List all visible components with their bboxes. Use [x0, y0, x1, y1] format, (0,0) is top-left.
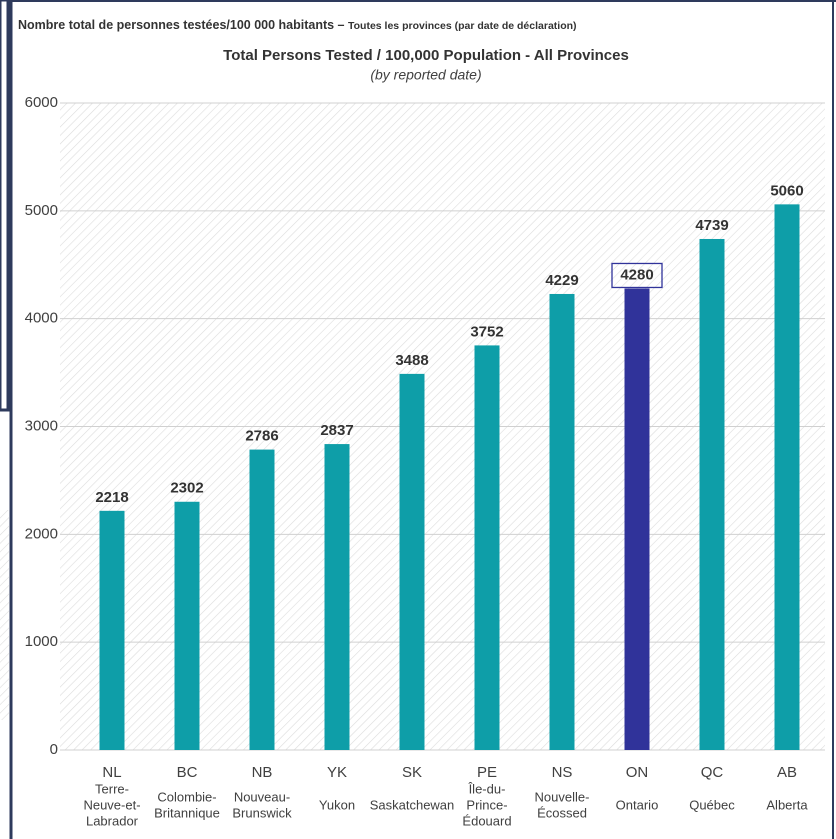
x-sublabel: Terre-: [95, 781, 129, 796]
window-frame: [0, 0, 10, 412]
x-sublabel: Labrador: [86, 813, 139, 828]
x-tick-label: BC: [177, 764, 198, 781]
y-tick-label: 0: [50, 741, 58, 758]
value-label: 2218: [95, 489, 128, 506]
x-sublabel: Saskatchewan: [370, 797, 455, 812]
y-tick-label: 1000: [25, 633, 58, 650]
x-tick-label: ON: [626, 764, 649, 781]
x-sublabel: Île-du-: [468, 781, 506, 796]
bar: [249, 449, 275, 750]
x-tick-label: SK: [402, 764, 422, 781]
x-tick-label: NB: [252, 764, 273, 781]
x-tick-label: NL: [102, 764, 121, 781]
x-sublabel: Colombie-: [157, 789, 216, 804]
x-sublabel: Ontario: [616, 797, 659, 812]
bar: [474, 345, 500, 750]
x-tick-label: YK: [327, 764, 347, 781]
value-label: 5060: [770, 182, 803, 199]
value-label: 2302: [170, 480, 203, 497]
x-tick-label: AB: [777, 764, 797, 781]
x-tick-label: PE: [477, 764, 497, 781]
x-sublabel: Québec: [689, 797, 735, 812]
title-fr: Nombre total de personnes testées/100 00…: [18, 18, 577, 32]
value-label: 2837: [320, 422, 353, 439]
x-sublabel: Brunswick: [232, 805, 292, 820]
bar: [699, 238, 725, 750]
x-sublabel: Écossed: [537, 805, 587, 820]
x-tick-label: QC: [701, 764, 724, 781]
x-sublabel: Nouveau-: [234, 789, 290, 804]
bar: [399, 373, 425, 750]
value-label: 4739: [695, 217, 728, 234]
chart-subtitle: (by reported date): [370, 67, 481, 83]
x-sublabel: Britannique: [154, 805, 220, 820]
bar: [324, 444, 350, 750]
y-tick-label: 6000: [25, 94, 58, 111]
chart-title: Total Persons Tested / 100,000 Populatio…: [223, 47, 629, 64]
x-sublabel: Alberta: [766, 797, 808, 812]
y-tick-label: 3000: [25, 417, 58, 434]
y-tick-label: 2000: [25, 525, 58, 542]
x-sublabel: Yukon: [319, 797, 355, 812]
value-label: 4229: [545, 272, 578, 289]
value-label: 4280: [620, 266, 653, 283]
value-label: 3488: [395, 352, 428, 369]
bar: [174, 501, 200, 750]
bar: [624, 288, 650, 750]
x-sublabel: Édouard: [462, 813, 511, 828]
value-label: 3752: [470, 323, 503, 340]
y-tick-label: 5000: [25, 202, 58, 219]
bar: [549, 293, 575, 750]
label-highlight: [611, 262, 663, 289]
bar: [99, 510, 125, 750]
bar: [774, 204, 800, 750]
x-tick-label: NS: [552, 764, 573, 781]
x-sublabel: Neuve-et-: [83, 797, 140, 812]
value-label: 2786: [245, 428, 278, 445]
x-sublabel: Nouvelle-: [535, 789, 590, 804]
x-sublabel: Prince-: [466, 797, 507, 812]
y-tick-label: 4000: [25, 310, 58, 327]
window-fragment: [0, 510, 9, 720]
